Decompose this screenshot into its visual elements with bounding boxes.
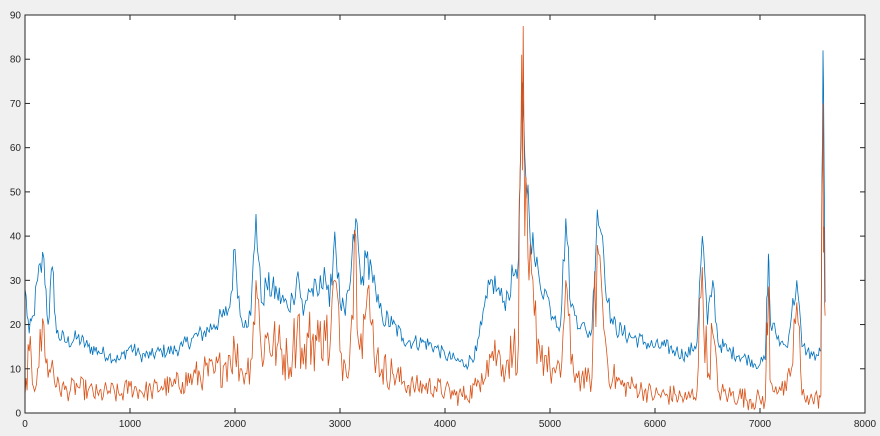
y-tick-label: 20 bbox=[10, 320, 22, 331]
y-tick-label: 10 bbox=[10, 364, 22, 375]
y-tick-label: 30 bbox=[10, 276, 22, 287]
tick-layer: 0 1000 2000 3000 4000 5000 6000 7000 8000 0 10 20 30… bbox=[10, 11, 877, 431]
series-2-line bbox=[24, 25, 826, 411]
y-tick-label: 90 bbox=[10, 11, 22, 22]
x-tick-label: 6000 bbox=[644, 419, 667, 430]
x-tick-label: 1000 bbox=[119, 419, 142, 430]
y-tick-label: 0 bbox=[15, 409, 21, 420]
series-layer bbox=[24, 25, 826, 411]
y-tick-label: 70 bbox=[10, 99, 22, 110]
y-tick-label: 50 bbox=[10, 187, 22, 198]
series-1-line bbox=[24, 50, 826, 371]
y-tick-label: 40 bbox=[10, 232, 22, 243]
y-tick-label: 60 bbox=[10, 143, 22, 154]
x-tick-label: 5000 bbox=[539, 419, 562, 430]
axes-background bbox=[25, 15, 865, 413]
y-tick-label: 80 bbox=[10, 55, 22, 66]
x-tick-label: 2000 bbox=[224, 419, 247, 430]
x-tick-label: 3000 bbox=[329, 419, 352, 430]
x-tick-label: 8000 bbox=[854, 419, 877, 430]
x-tick-label: 0 bbox=[22, 419, 28, 430]
x-tick-label: 4000 bbox=[434, 419, 457, 430]
x-tick-label: 7000 bbox=[749, 419, 772, 430]
